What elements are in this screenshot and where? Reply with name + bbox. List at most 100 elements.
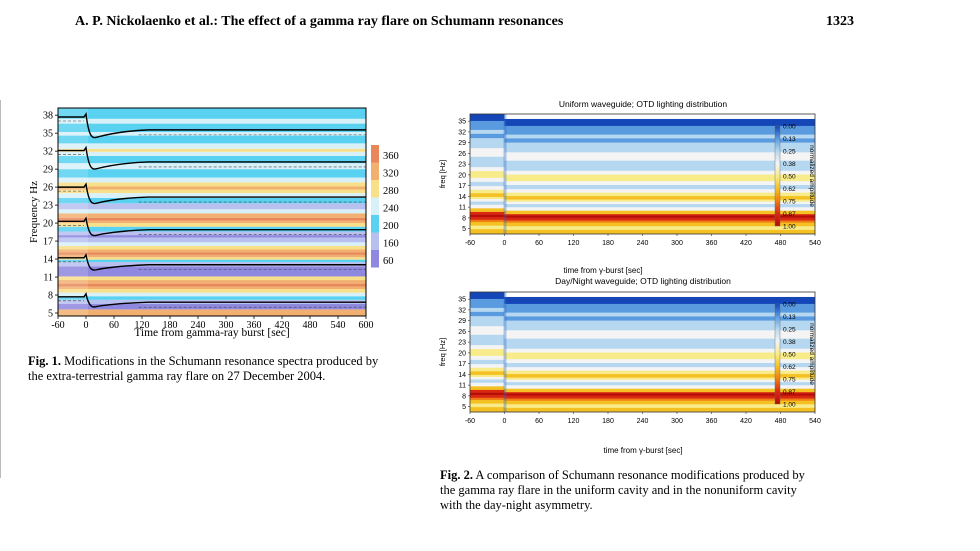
fig2-band-post — [504, 141, 815, 148]
fig1-color-band — [58, 237, 366, 243]
fig1-ytick-label: 17 — [43, 237, 53, 248]
fig2-band-pre — [470, 315, 505, 322]
fig2-band-post — [504, 201, 815, 205]
fig2-band-pre — [470, 185, 505, 190]
fig2-band-pre — [470, 359, 505, 365]
page-number: 1323 — [826, 14, 854, 29]
fig2-caption-label: Fig. 2. — [440, 468, 473, 482]
fig2-colorbar-label: 0.38 — [783, 339, 796, 346]
fig1-color-band — [58, 286, 366, 290]
fig1-plot-frame — [57, 107, 367, 317]
fig2-ytick-label: 20 — [458, 350, 466, 357]
fig2-colorbar-label: 0.75 — [783, 377, 796, 384]
fig2-xtick-label: 0 — [503, 418, 507, 425]
fig1-colorbar-label: 60 — [383, 256, 394, 267]
fig2-band-post — [504, 160, 815, 165]
fig1-xtick-label: 60 — [109, 320, 119, 331]
fig1-ytick-label: 14 — [43, 255, 53, 266]
fig2-colorbar-label: 0.13 — [783, 136, 796, 143]
fig2-band-pre — [470, 192, 505, 197]
fig2-band-pre — [470, 334, 505, 340]
fig2-band-post — [504, 203, 815, 208]
fig1-resonance-curve-dashed — [58, 300, 366, 308]
fig2-band-pre — [470, 120, 505, 126]
fig1-spectrogram: 38 35 32 29 26 23 20 17 14 11 8 5 -60 0 60 120 180 240 30… — [28, 107, 399, 339]
fig1-color-band — [58, 177, 366, 183]
fig2-band-post — [504, 403, 815, 408]
fig2-ytick-label: 14 — [458, 372, 466, 379]
fig2-band-pre — [470, 129, 505, 134]
fig1-ytick-label: 38 — [43, 111, 53, 122]
fig2-colorbar-label: 1.00 — [783, 402, 796, 409]
fig1-color-band — [58, 143, 366, 149]
fig2-band-pre — [470, 344, 505, 350]
fig2-band-pre — [470, 211, 505, 215]
fig2-colorbar-label: 0.25 — [783, 149, 796, 156]
fig1-colorbar-swatch — [371, 215, 379, 233]
fig2-colorbar-label: 0.25 — [783, 327, 796, 334]
fig2-ytick-label: 35 — [458, 119, 466, 126]
fig1-color-band — [58, 296, 366, 300]
fig2-band-post — [504, 303, 815, 309]
fig1-colorbar-label: 240 — [383, 204, 399, 215]
fig1-resonance-curve — [58, 253, 366, 271]
fig2-band-post — [504, 324, 815, 331]
fig2-colorbar-gradient — [774, 303, 781, 405]
fig2-band-post — [504, 156, 815, 161]
fig2-band-post — [504, 393, 815, 396]
fig2-xtick-label: 540 — [809, 418, 821, 425]
fig2-band-post — [504, 184, 815, 190]
fig1-color-band — [58, 213, 366, 218]
fig2-xtick-label: 480 — [775, 418, 787, 425]
fig2-band-post — [504, 351, 815, 357]
fig2-caption-text: A comparison of Schumann resonance modif… — [440, 468, 805, 512]
fig2-band-post — [504, 151, 815, 157]
fig2-xtick-label: 120 — [568, 240, 580, 247]
fig1-xlabel: Time from gamma-ray burst [sec] — [134, 327, 289, 339]
fig2-band-post — [504, 217, 815, 221]
fig2-band-pre — [470, 156, 505, 162]
fig2-band-post — [504, 379, 815, 383]
fig2-bottom-plot-area — [470, 292, 815, 412]
fig1-colorbar-label: 200 — [383, 221, 399, 232]
fig2-band-post — [504, 377, 815, 380]
fig1-color-band — [58, 245, 366, 250]
fig1-color-band — [58, 155, 366, 164]
fig1-ytick-label: 20 — [43, 219, 53, 230]
fig1-x-ticks: -60 0 60 120 180 240 300 360 420 480 540 600 — [51, 316, 374, 331]
fig2-ytick-label: 5 — [462, 404, 466, 411]
fig1-color-band — [58, 252, 366, 255]
fig2-top-title: Uniform waveguide; OTD lighting distribu… — [559, 99, 727, 109]
fig1-color-band — [58, 249, 366, 253]
fig2-band-pre — [470, 348, 505, 353]
fig2-band-post — [504, 199, 815, 202]
fig2-band-post — [504, 319, 815, 326]
fig2-xtick-label: 180 — [602, 240, 614, 247]
fig2-band-pre — [470, 225, 505, 230]
fig2-band-pre — [470, 214, 505, 217]
fig2-colorbar-label: 0.87 — [783, 211, 796, 218]
fig1-xtick-label: 180 — [163, 320, 178, 331]
fig2-top-xlabel: time from γ-burst [sec] — [563, 266, 642, 275]
fig2-band-pre — [470, 189, 505, 194]
fig1-color-band — [58, 197, 366, 204]
fig2-band-post — [504, 129, 815, 135]
fig1-resonance-curve — [58, 216, 366, 237]
fig2-band-pre — [470, 338, 505, 346]
fig1-color-band — [58, 259, 366, 263]
fig2-xtick-label: 120 — [568, 418, 580, 425]
fig2-xtick-label: -60 — [465, 240, 475, 247]
fig1-color-band — [58, 242, 366, 246]
fig2-band-post — [504, 125, 815, 131]
fig1-color-band — [58, 123, 366, 132]
fig2-band-pre — [470, 379, 505, 383]
fig2-band-pre — [470, 385, 505, 390]
fig2-band-pre — [470, 355, 505, 360]
fig2-xtick-label: 240 — [637, 418, 649, 425]
fig2-xtick-label: 540 — [809, 240, 821, 247]
fig2-ytick-label: 17 — [458, 361, 466, 368]
fig2-ytick-label: 5 — [462, 226, 466, 233]
fig1-color-band — [58, 189, 366, 194]
fig2-top-x-ticks: -60 0 60 120 180 240 300 360 420 480 540 — [465, 234, 821, 247]
fig2-ytick-label: 14 — [458, 194, 466, 201]
